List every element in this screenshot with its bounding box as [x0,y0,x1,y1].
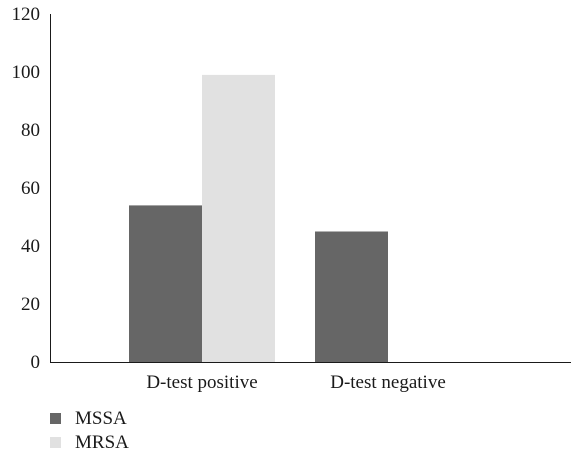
x-axis-labels: D-test positive D-test negative [146,372,445,393]
legend: MSSA MRSA [50,408,129,453]
legend-label-mssa: MSSA [75,408,127,429]
bar-mssa-0 [129,205,202,362]
x-category-label: D-test negative [330,372,446,393]
legend-label-mrsa: MRSA [75,432,129,453]
y-tick-label: 120 [12,4,41,25]
y-axis-ticks: 0 20 40 60 80 100 120 [12,4,41,373]
y-tick-label: 40 [21,236,40,257]
legend-swatch-mssa [50,413,61,424]
x-category-label: D-test positive [146,372,257,393]
y-tick-label: 0 [31,352,41,373]
y-tick-label: 60 [21,178,40,199]
y-tick-label: 100 [12,62,41,83]
y-tick-label: 80 [21,120,40,141]
bar-mssa-1 [315,231,388,362]
legend-swatch-mrsa [50,437,61,448]
y-tick-label: 20 [21,294,40,315]
bar-mrsa-0 [202,74,275,363]
bars [129,74,388,363]
